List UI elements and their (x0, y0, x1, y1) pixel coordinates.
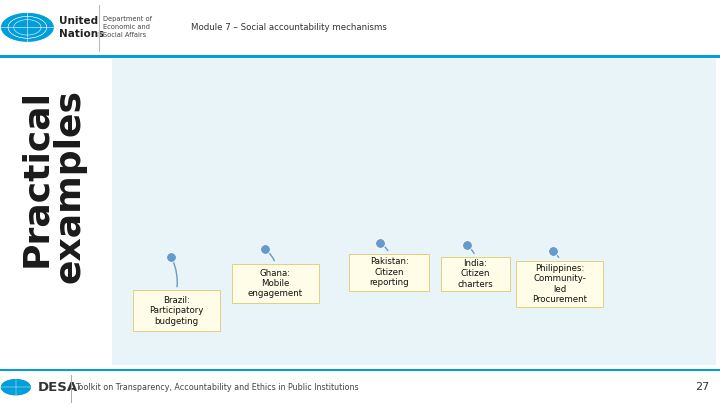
Text: examples: examples (53, 89, 87, 284)
Text: DESA: DESA (37, 381, 78, 394)
FancyBboxPatch shape (441, 257, 510, 291)
FancyBboxPatch shape (516, 261, 603, 307)
Bar (0, 55, 720, 58)
Text: United: United (59, 16, 98, 26)
Text: Philippines:
Community-
led
Procurement: Philippines: Community- led Procurement (532, 264, 588, 304)
Text: Practical: Practical (19, 89, 53, 267)
Bar (0, 369, 720, 371)
Text: Ghana:
Mobile
engagement: Ghana: Mobile engagement (248, 269, 303, 298)
Text: Brazil:
Participatory
budgeting: Brazil: Participatory budgeting (150, 296, 204, 326)
Text: Department of: Department of (103, 16, 152, 22)
Text: Pakistan:
Citizen
reporting: Pakistan: Citizen reporting (369, 258, 409, 287)
Circle shape (0, 378, 32, 396)
Bar (0, 369, 720, 405)
Bar (0, 58, 112, 369)
Text: Module 7 – Social accountability mechanisms: Module 7 – Social accountability mechani… (191, 23, 387, 32)
FancyBboxPatch shape (133, 290, 220, 331)
Bar (0, 0, 720, 55)
Circle shape (0, 12, 55, 43)
Text: Toolkit on Transparency, Accountability and Ethics in Public Institutions: Toolkit on Transparency, Accountability … (75, 383, 359, 392)
Text: Economic and: Economic and (103, 24, 150, 30)
Text: Social Affairs: Social Affairs (103, 32, 146, 38)
FancyBboxPatch shape (349, 254, 429, 291)
Text: 27: 27 (695, 382, 709, 392)
Text: India:
Citizen
charters: India: Citizen charters (457, 259, 493, 289)
Bar (112, 59, 716, 365)
FancyBboxPatch shape (232, 264, 319, 303)
Text: Nations: Nations (59, 29, 104, 39)
